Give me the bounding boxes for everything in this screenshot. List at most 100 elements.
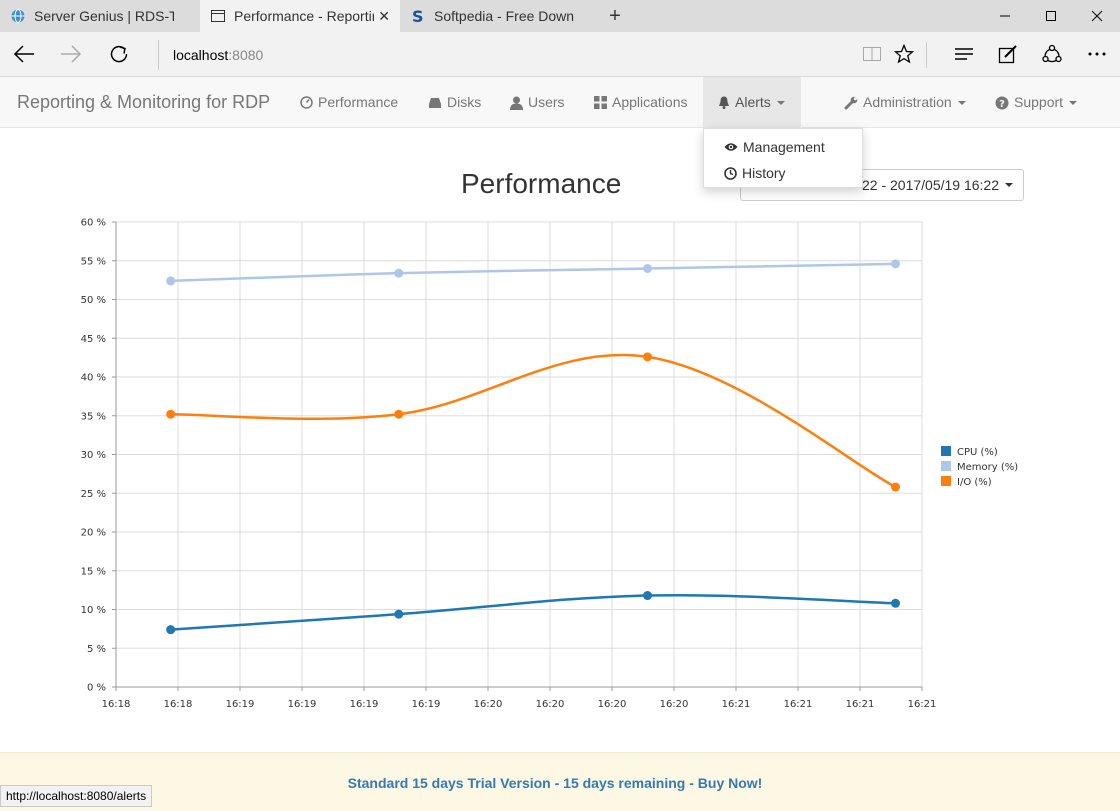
y-tick-label: 50 % — [81, 295, 106, 306]
nav-label: Disks — [447, 94, 482, 110]
browser-tab-softpedia[interactable]: S Softpedia - Free Downloads — [400, 0, 600, 32]
io-data-point — [643, 352, 653, 362]
nav-performance[interactable]: Performance — [300, 77, 398, 128]
nav-label: Support — [1014, 94, 1064, 110]
tab-title: Server Genius | RDS-Tools — [34, 8, 174, 24]
legend-cpu-label: CPU (%) — [957, 447, 998, 458]
legend-memory-swatch — [941, 461, 951, 471]
softpedia-favicon-icon: S — [410, 7, 426, 26]
x-tick-label: 16:20 — [660, 699, 689, 710]
forward-arrow-icon[interactable] — [55, 39, 87, 69]
x-tick-label: 16:19 — [288, 699, 317, 710]
nav-label: Performance — [318, 94, 399, 110]
chevron-down-icon — [776, 100, 785, 105]
trial-buy-now-link[interactable]: Standard 15 days Trial Version - 15 days… — [347, 775, 763, 791]
y-tick-label: 5 % — [87, 644, 106, 655]
svg-text:S: S — [412, 8, 424, 24]
x-tick-label: 16:20 — [598, 699, 627, 710]
user-icon — [510, 96, 523, 110]
y-tick-label: 10 % — [81, 605, 106, 616]
hub-icon[interactable] — [948, 39, 980, 69]
legend-io-label: I/O (%) — [957, 477, 992, 488]
x-tick-label: 16:21 — [722, 699, 751, 710]
nav-support[interactable]: ? Support — [995, 77, 1078, 128]
maximize-icon[interactable] — [1028, 0, 1074, 32]
y-tick-label: 55 % — [81, 256, 106, 267]
nav-users[interactable]: Users — [510, 77, 565, 128]
nav-label: Administration — [863, 94, 952, 110]
y-tick-label: 30 % — [81, 450, 106, 461]
menu-item-history[interactable]: History — [724, 165, 786, 181]
y-tick-label: 60 % — [81, 218, 106, 229]
io-data-point — [394, 409, 404, 419]
window-close-icon[interactable] — [1074, 0, 1120, 32]
tab-title: Softpedia - Free Downloads — [434, 8, 574, 24]
browser-tab-performance[interactable]: Performance - Reporting ✕ — [200, 0, 400, 32]
y-tick-label: 0 % — [87, 683, 106, 694]
brand-title[interactable]: Reporting & Monitoring for RDP — [17, 92, 271, 112]
chevron-down-icon — [957, 100, 966, 105]
memory-series-line — [170, 262, 896, 283]
new-tab-button[interactable]: + — [609, 4, 621, 27]
x-tick-label: 16:21 — [784, 699, 813, 710]
memory-data-point — [394, 268, 404, 278]
performance-chart: 0 % 5 % 10 % 15 % 20 % 25 % 30 % 35 % 40 % 45 % 50… — [81, 218, 1019, 711]
memory-data-point — [643, 264, 653, 273]
browser-tab-strip: Server Genius | RDS-Tools Performance - … — [0, 0, 1120, 32]
menu-item-management[interactable]: Management — [724, 139, 825, 155]
url-host: localhost — [173, 47, 229, 63]
menu-item-label: History — [742, 165, 786, 181]
url-field[interactable]: localhost:8080 — [158, 40, 263, 70]
x-tick-label: 16:20 — [536, 699, 565, 710]
cpu-data-point — [891, 598, 901, 608]
chevron-down-icon — [1069, 100, 1078, 105]
nav-alerts[interactable]: Alerts — [703, 77, 801, 128]
cpu-data-point — [394, 609, 404, 619]
x-tick-label: 16:20 — [474, 699, 503, 710]
close-tab-icon[interactable]: ✕ — [378, 8, 390, 24]
hdd-icon — [428, 97, 442, 109]
x-tick-label: 16:21 — [908, 699, 937, 710]
chevron-down-icon — [1005, 183, 1013, 187]
tab-title: Performance - Reporting — [234, 8, 374, 24]
page-title: Performance — [461, 168, 622, 199]
status-bar-url: http://localhost:8080/alerts — [0, 785, 153, 807]
trial-footer: Standard 15 days Trial Version - 15 days… — [0, 752, 1120, 811]
x-tick-label: 16:21 — [846, 699, 875, 710]
dashboard-icon — [300, 96, 313, 109]
nav-disks[interactable]: Disks — [428, 77, 481, 128]
bell-icon — [718, 96, 730, 109]
browser-address-bar: localhost:8080 — [0, 32, 1120, 77]
io-data-point — [166, 409, 176, 419]
nav-label: Users — [528, 94, 565, 110]
nav-administration[interactable]: Administration — [844, 77, 966, 128]
refresh-icon[interactable] — [103, 39, 135, 69]
more-options-icon[interactable] — [1081, 39, 1113, 69]
url-port: :8080 — [228, 47, 264, 63]
reading-view-icon[interactable] — [856, 39, 888, 69]
y-tick-label: 25 % — [81, 489, 106, 500]
io-series-line — [170, 353, 897, 489]
favorite-star-icon[interactable] — [888, 39, 920, 69]
th-large-icon — [594, 96, 607, 109]
svg-text:?: ? — [999, 99, 1005, 110]
back-arrow-icon[interactable] — [8, 39, 40, 69]
nav-label: Applications — [612, 94, 688, 110]
browser-tab-server-genius[interactable]: Server Genius | RDS-Tools — [0, 0, 200, 32]
legend-memory-label: Memory (%) — [957, 462, 1018, 473]
nav-applications[interactable]: Applications — [594, 77, 688, 128]
cpu-data-point — [166, 625, 176, 635]
date-range-value: 22 - 2017/05/19 16:22 — [861, 177, 999, 193]
web-note-icon[interactable] — [992, 39, 1024, 69]
eye-icon — [724, 142, 738, 152]
globe-favicon-icon — [10, 8, 26, 24]
share-icon[interactable] — [1036, 39, 1068, 69]
y-tick-label: 40 % — [81, 373, 106, 384]
cpu-series-line — [170, 594, 896, 631]
minimize-icon[interactable] — [982, 0, 1028, 32]
x-tick-label: 16:18 — [164, 699, 193, 710]
app-navbar: Reporting & Monitoring for RDP Performan… — [0, 77, 1120, 128]
nav-label: Alerts — [735, 94, 771, 110]
y-tick-label: 20 % — [81, 528, 106, 539]
legend-io-swatch — [941, 476, 951, 486]
